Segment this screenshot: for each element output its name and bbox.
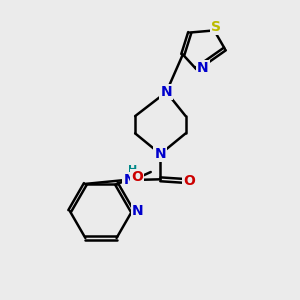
Text: O: O: [131, 170, 143, 184]
Text: N: N: [123, 173, 135, 187]
Text: H: H: [128, 165, 138, 176]
Text: O: O: [183, 174, 195, 188]
Text: N: N: [154, 147, 166, 161]
Text: N: N: [160, 85, 172, 99]
Text: S: S: [211, 20, 221, 34]
Text: N: N: [197, 61, 208, 76]
Text: N: N: [132, 204, 143, 218]
